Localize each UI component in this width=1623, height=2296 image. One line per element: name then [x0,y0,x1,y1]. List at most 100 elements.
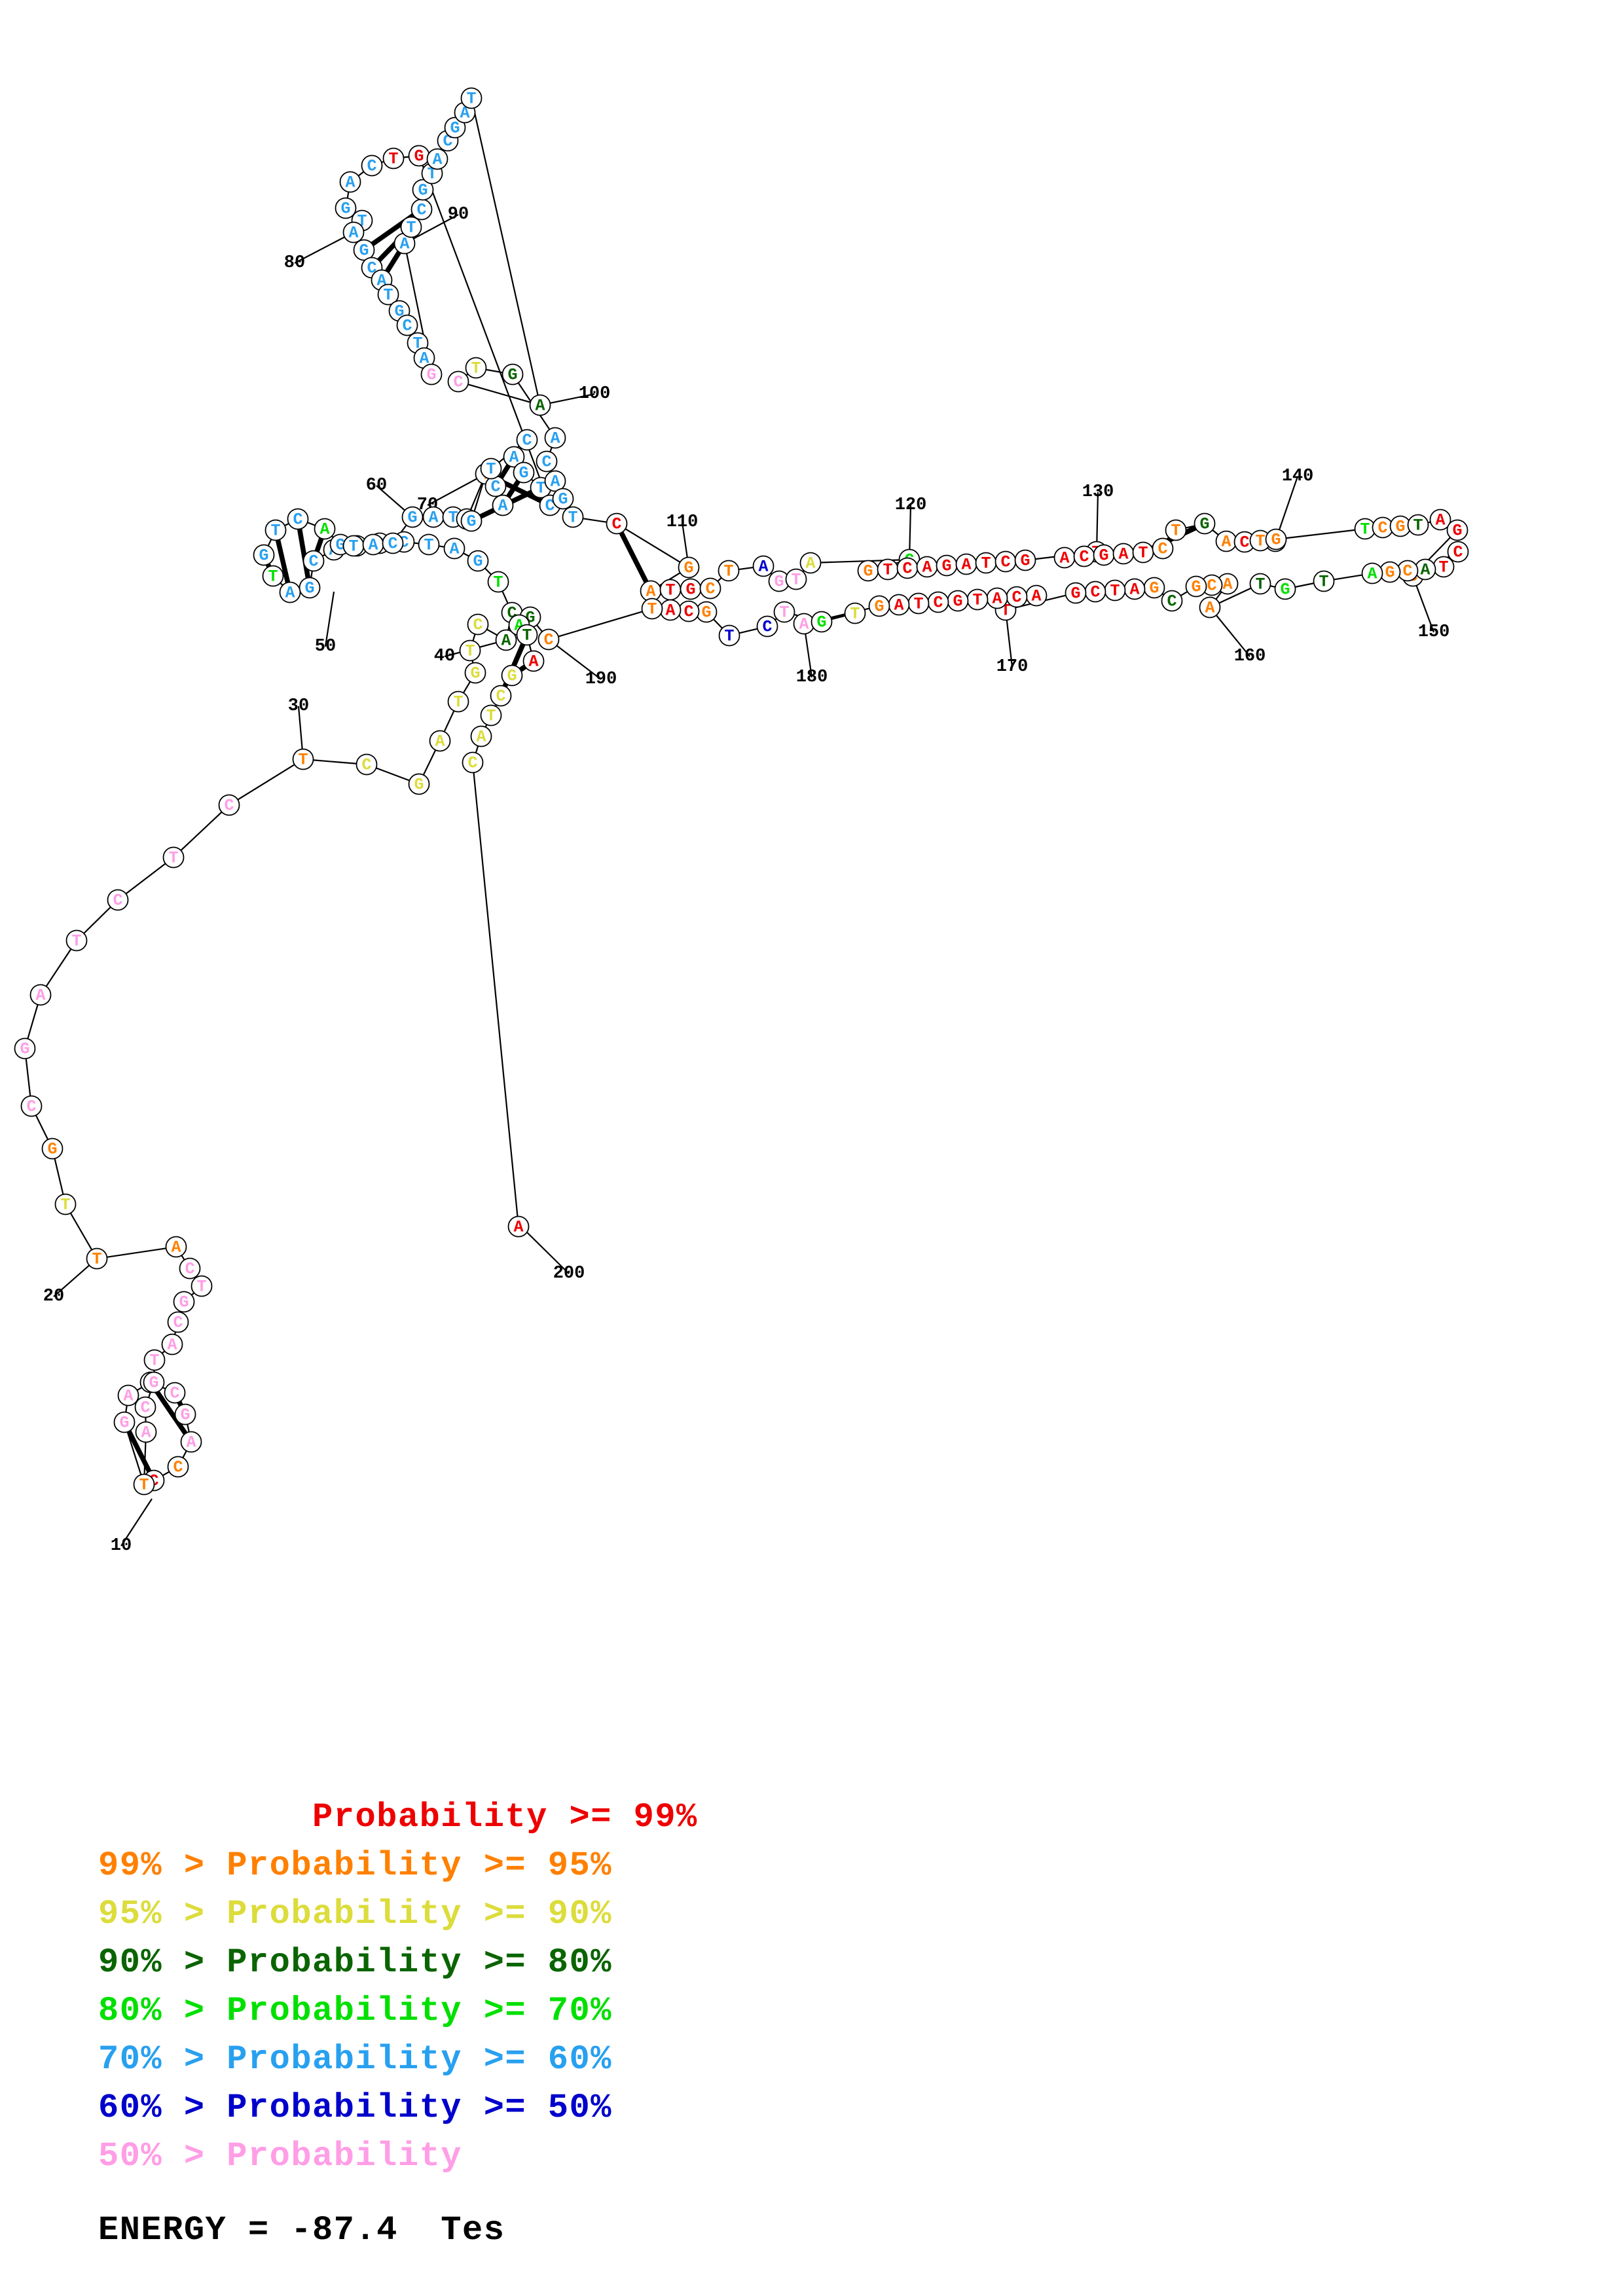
nucleotide-node[interactable]: C [20,1095,43,1117]
nucleotide-node[interactable]: G [936,554,958,577]
nucleotide-node[interactable]: A [1053,547,1076,569]
nucleotide-node[interactable]: G [678,556,700,579]
nucleotide-node[interactable]: T [844,602,866,624]
nucleotide-node[interactable]: A [165,1236,187,1258]
nucleotide-node[interactable]: G [408,145,430,167]
nucleotide-node[interactable]: A [916,556,938,578]
nucleotide-node[interactable]: A [793,613,815,635]
nucleotide-node[interactable]: A [342,221,365,243]
nucleotide-node[interactable]: A [1215,530,1237,552]
nucleotide-node[interactable]: G [1143,577,1165,599]
nucleotide-node[interactable]: C [1161,590,1183,612]
nucleotide-node[interactable]: C [396,314,418,336]
nucleotide-node[interactable]: A [362,533,384,556]
nucleotide-node[interactable]: G [552,488,574,510]
nucleotide-node[interactable]: G [299,577,321,599]
nucleotide-node[interactable]: A [1112,543,1135,565]
nucleotide-node[interactable]: G [464,662,486,684]
nucleotide-node[interactable]: A [888,594,910,616]
nucleotide-node[interactable]: T [516,624,538,646]
nucleotide-node[interactable]: C [164,1382,186,1404]
nucleotide-node[interactable]: C [462,751,484,774]
nucleotide-node[interactable]: T [975,552,997,574]
nucleotide-node[interactable]: A [161,1333,183,1355]
nucleotide-node[interactable]: C [134,1396,156,1418]
nucleotide-node[interactable]: T [418,533,440,556]
nucleotide-node[interactable]: C [382,532,404,554]
nucleotide-node[interactable]: T [342,535,365,557]
nucleotide-node[interactable]: T [1313,570,1335,592]
nucleotide-node[interactable]: A [117,1384,139,1407]
nucleotide-node[interactable]: C [410,198,433,221]
nucleotide-node[interactable]: T [382,147,405,170]
nucleotide-node[interactable]: G [467,550,489,572]
nucleotide-node[interactable]: G [41,1138,64,1160]
nucleotide-node[interactable]: T [465,357,487,379]
nucleotide-node[interactable]: G [857,560,879,582]
nucleotide-node[interactable]: C [1084,581,1106,603]
nucleotide-node[interactable]: G [460,510,483,532]
nucleotide-node[interactable]: A [955,553,977,575]
nucleotide-node[interactable]: T [718,560,740,582]
nucleotide-node[interactable]: T [191,1275,213,1297]
nucleotide-node[interactable]: G [408,773,430,795]
nucleotide-node[interactable]: C [490,685,512,707]
nucleotide-node[interactable]: A [1199,596,1221,619]
nucleotide-node[interactable]: T [65,929,88,952]
nucleotide-node[interactable]: T [54,1193,77,1215]
nucleotide-node[interactable]: C [678,600,700,622]
nucleotide-node[interactable]: G [1274,578,1296,600]
nucleotide-node[interactable]: C [302,550,325,572]
nucleotide-node[interactable]: T [1165,519,1187,541]
nucleotide-node[interactable]: G [501,664,523,687]
nucleotide-node[interactable]: C [606,512,628,535]
nucleotide-node[interactable]: A [799,552,822,574]
nucleotide-node[interactable]: A [135,1421,157,1443]
nucleotide-node[interactable]: A [544,427,566,449]
nucleotide-node[interactable]: T [400,216,422,238]
nucleotide-node[interactable]: G [868,595,890,617]
nucleotide-node[interactable]: A [492,494,514,516]
nucleotide-node[interactable]: A [1025,584,1048,607]
nucleotide-node[interactable]: C [699,577,721,600]
nucleotide-node[interactable]: C [167,1456,189,1478]
nucleotide-node[interactable]: G [113,1411,136,1433]
nucleotide-node[interactable]: G [1265,528,1287,550]
nucleotide-node[interactable]: A [522,650,545,672]
nucleotide-node[interactable]: T [292,748,314,770]
nucleotide-node[interactable]: T [1132,541,1154,564]
nucleotide-node[interactable]: G [173,1291,195,1313]
nucleotide-node[interactable]: T [143,1349,166,1371]
nucleotide-node[interactable]: T [718,624,740,647]
nucleotide-node[interactable]: T [785,568,807,590]
nucleotide-node[interactable]: A [470,725,492,747]
nucleotide-node[interactable]: C [218,794,240,816]
nucleotide-node[interactable]: C [1152,537,1174,560]
nucleotide-node[interactable]: T [1104,579,1126,601]
nucleotide-node[interactable]: A [1123,578,1146,600]
nucleotide-node[interactable]: G [1014,549,1036,571]
nucleotide-node[interactable]: G [1446,519,1468,541]
nucleotide-node[interactable]: G [1185,575,1207,598]
nucleotide-node[interactable]: T [966,588,989,611]
nucleotide-node[interactable]: A [279,581,301,603]
nucleotide-node[interactable]: T [86,1247,108,1270]
nucleotide-node[interactable]: C [1073,545,1095,567]
nucleotide-node[interactable]: T [773,601,795,623]
nucleotide-node[interactable]: A [29,984,52,1006]
nucleotide-node[interactable]: T [480,457,502,480]
nucleotide-node[interactable]: T [641,598,663,620]
nucleotide-node[interactable]: T [460,87,483,109]
nucleotide-node[interactable]: C [107,889,129,911]
nucleotide-node[interactable]: C [994,550,1017,573]
nucleotide-node[interactable]: G [253,544,275,566]
nucleotide-node[interactable]: T [907,592,930,615]
nucleotide-node[interactable]: A [314,518,336,540]
nucleotide-node[interactable]: T [1249,573,1271,595]
nucleotide-node[interactable]: A [986,587,1008,609]
nucleotide-node[interactable]: T [487,571,509,593]
nucleotide-node[interactable]: T [562,506,584,528]
nucleotide-node[interactable]: C [167,1311,189,1333]
nucleotide-node[interactable]: C [361,154,383,177]
nucleotide-node[interactable]: G [811,611,833,633]
